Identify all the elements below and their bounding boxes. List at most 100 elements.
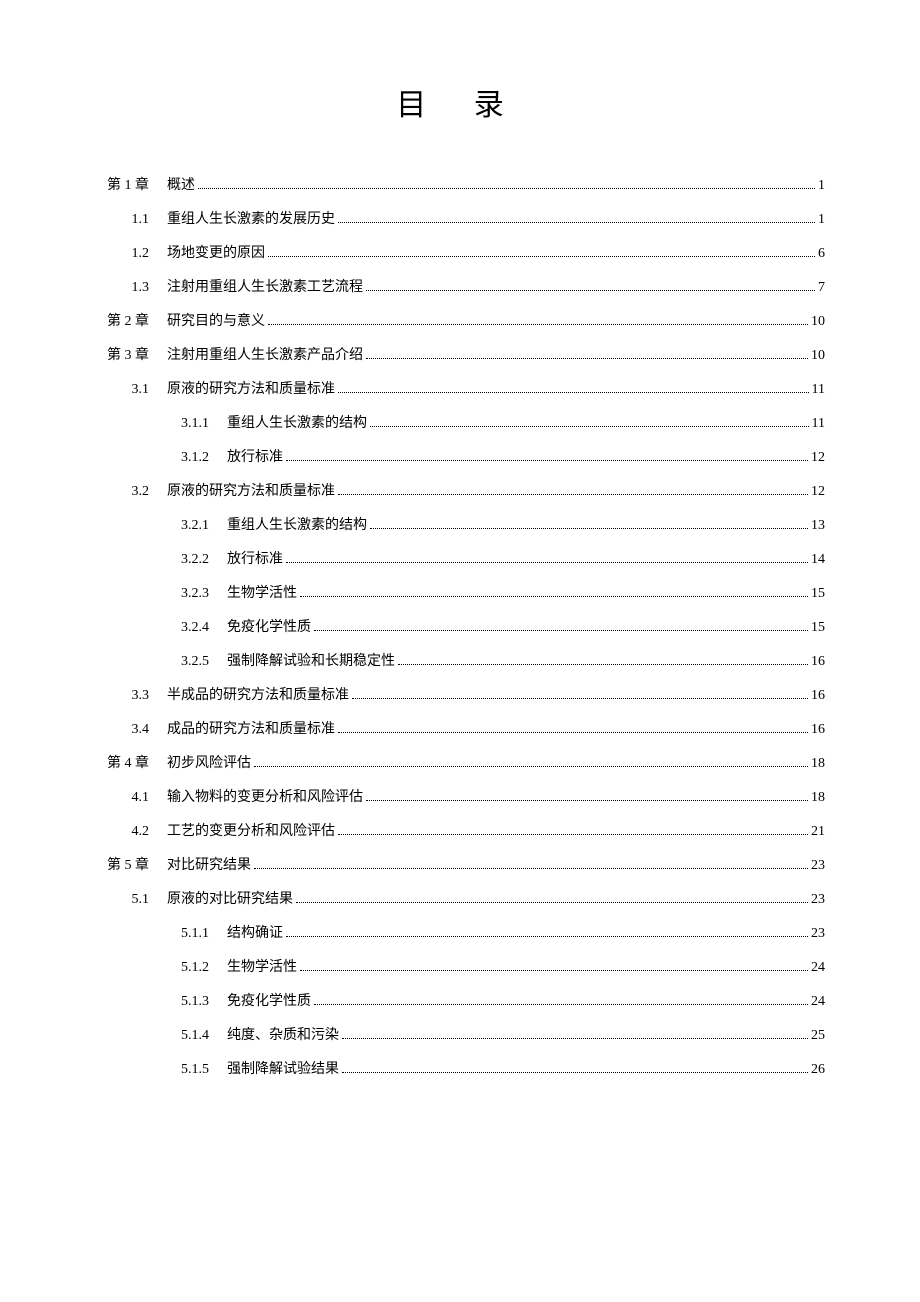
toc-entry-text: 概述 [167,174,195,194]
toc-entry-page: 26 [811,1062,825,1078]
toc-entry-page: 16 [811,654,825,670]
toc-entry-text: 研究目的与意义 [167,310,265,330]
toc-entry-page: 11 [812,382,825,398]
toc-entry-label: 5.1.2 [95,960,227,976]
toc-entry-text: 原液的研究方法和质量标准 [167,480,335,500]
toc-entry: 3.2.3生物学活性15 [95,582,825,602]
toc-entry-text: 场地变更的原因 [167,242,265,262]
toc-entry: 3.2.2放行标准 14 [95,548,825,568]
toc-entry-label: 1.1 [95,212,167,228]
toc-entry-label: 3.2 [95,484,167,500]
toc-entry-label: 4.1 [95,790,167,806]
toc-entry: 第 5 章对比研究结果23 [95,854,825,874]
toc-entry-page: 23 [811,926,825,942]
toc-entry-label: 1.2 [95,246,167,262]
toc-entry-label: 3.1.2 [95,450,227,466]
toc-entry-page: 12 [811,484,825,500]
toc-entry-label: 3.2.2 [95,552,227,568]
toc-entry: 3.2原液的研究方法和质量标准 12 [95,480,825,500]
toc-entry-dots [338,494,808,495]
toc-entry-page: 11 [812,416,825,432]
toc-entry-page: 10 [811,348,825,364]
toc-entry: 5.1.5强制降解试验结果26 [95,1058,825,1078]
toc-entry-dots [254,868,808,869]
toc-entry-page: 15 [811,620,825,636]
toc-entry-label: 3.1 [95,382,167,398]
toc-title: 目 录 [95,80,825,124]
toc-entry-page: 1 [818,178,825,194]
toc-entry-label: 5.1.1 [95,926,227,942]
toc-entry-dots [254,766,808,767]
toc-entry-dots [338,222,815,223]
toc-entry-page: 14 [811,552,825,568]
toc-entry-text: 半成品的研究方法和质量标准 [167,684,349,704]
toc-entry-text: 免疫化学性质 [227,616,311,636]
toc-entry-page: 24 [811,960,825,976]
toc-entry-label: 第 3 章 [95,344,167,364]
toc-entry-dots [314,1004,808,1005]
toc-entry-text: 初步风险评估 [167,752,251,772]
toc-entry-text: 重组人生长激素的结构 [227,514,367,534]
toc-entry: 第 3 章注射用重组人生长激素产品介绍10 [95,344,825,364]
toc-entry-text: 原液的对比研究结果 [167,888,293,908]
toc-entry-dots [286,562,808,563]
toc-entry-label: 5.1.5 [95,1062,227,1078]
toc-entry-label: 3.1.1 [95,416,227,432]
toc-entry-text: 输入物料的变更分析和风险评估 [167,786,363,806]
toc-entry-text: 纯度、杂质和污染 [227,1024,339,1044]
toc-entry-page: 21 [811,824,825,840]
toc-entry-dots [366,290,815,291]
toc-entry-label: 1.3 [95,280,167,296]
toc-entry-page: 12 [811,450,825,466]
toc-entry-label: 3.2.1 [95,518,227,534]
toc-entry: 3.2.4免疫化学性质 15 [95,616,825,636]
toc-entry-text: 注射用重组人生长激素工艺流程 [167,276,363,296]
toc-entry-text: 生物学活性 [227,956,297,976]
toc-entry-text: 成品的研究方法和质量标准 [167,718,335,738]
toc-entry: 3.2.1重组人生长激素的结构 13 [95,514,825,534]
toc-entry: 3.2.5强制降解试验和长期稳定性 16 [95,650,825,670]
toc-entry-page: 16 [811,722,825,738]
toc-entry: 5.1.4纯度、杂质和污染25 [95,1024,825,1044]
toc-entry: 5.1.1结构确证 23 [95,922,825,942]
toc-entry: 3.1.2放行标准 12 [95,446,825,466]
toc-entry-label: 3.2.5 [95,654,227,670]
toc-entry-page: 23 [811,858,825,874]
toc-entry-text: 放行标准 [227,548,283,568]
toc-entry-label: 3.2.3 [95,586,227,602]
toc-entry-text: 重组人生长激素的发展历史 [167,208,335,228]
toc-entry-page: 23 [811,892,825,908]
toc-entry: 第 4 章初步风险评估 18 [95,752,825,772]
toc-entry-page: 10 [811,314,825,330]
toc-entry-dots [314,630,808,631]
toc-entry-dots [342,1072,808,1073]
toc-entry-page: 18 [811,756,825,772]
toc-entry-page: 15 [811,586,825,602]
toc-entry-dots [366,800,808,801]
toc-entry-page: 13 [811,518,825,534]
toc-entry-text: 工艺的变更分析和风险评估 [167,820,335,840]
toc-entry: 1.2场地变更的原因6 [95,242,825,262]
toc-entry: 5.1原液的对比研究结果 23 [95,888,825,908]
toc-entry-text: 放行标准 [227,446,283,466]
toc-entry-dots [268,324,808,325]
toc-entry: 4.1输入物料的变更分析和风险评估18 [95,786,825,806]
toc-entry-label: 5.1 [95,892,167,908]
toc-entry-dots [370,528,808,529]
toc-entry-text: 强制降解试验和长期稳定性 [227,650,395,670]
toc-entry-text: 免疫化学性质 [227,990,311,1010]
toc-entry-label: 3.2.4 [95,620,227,636]
toc-entry-label: 4.2 [95,824,167,840]
toc-entry-dots [286,460,808,461]
toc-entry-text: 结构确证 [227,922,283,942]
toc-entry-dots [296,902,808,903]
toc-entry-label: 第 4 章 [95,752,167,772]
toc-entry-label: 第 5 章 [95,854,167,874]
toc-entry: 3.1原液的研究方法和质量标准 11 [95,378,825,398]
toc-entry: 1.1重组人生长激素的发展历史1 [95,208,825,228]
toc-entry-text: 原液的研究方法和质量标准 [167,378,335,398]
toc-entry-label: 第 2 章 [95,310,167,330]
toc-entry-dots [268,256,815,257]
toc-entry: 1.3注射用重组人生长激素工艺流程7 [95,276,825,296]
toc-entry-dots [338,392,809,393]
